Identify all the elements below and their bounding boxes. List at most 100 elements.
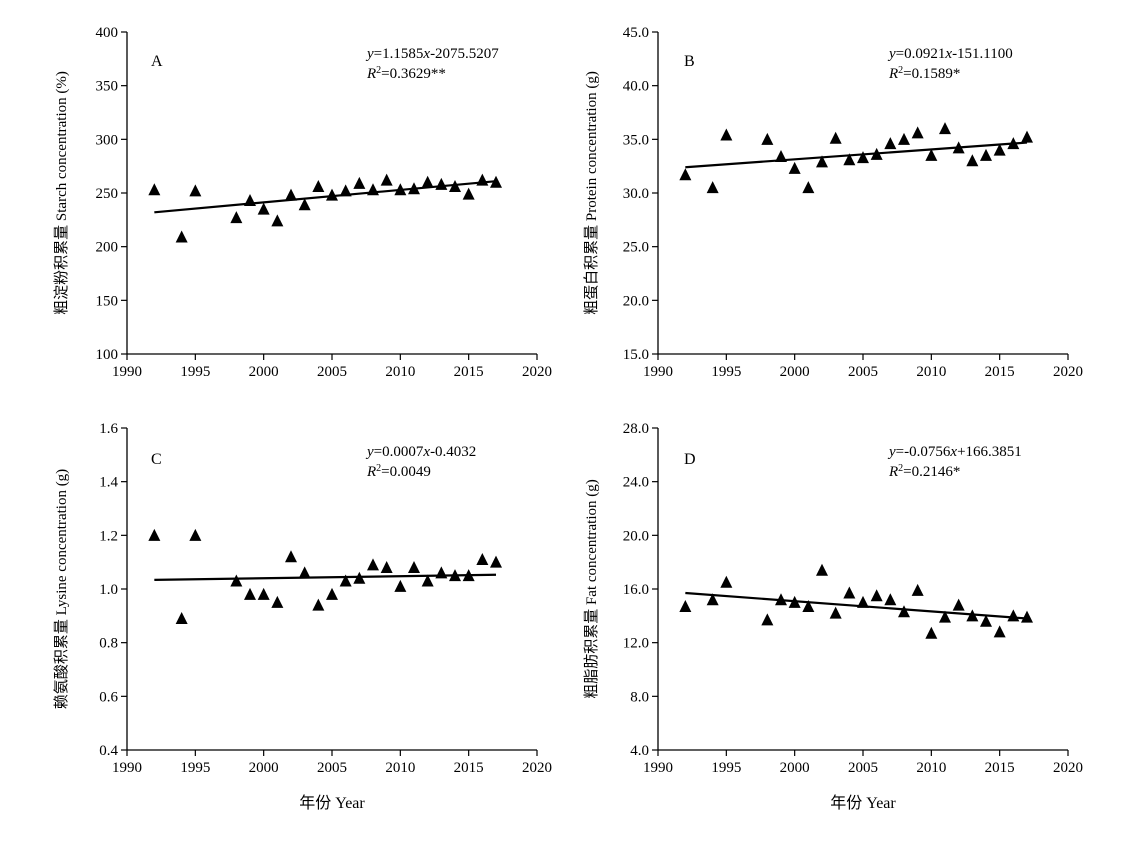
data-point: [326, 587, 338, 600]
y-axis-label: 赖氨酸积累量 Lysine concentration (g): [53, 469, 70, 709]
regression-equation: y=-0.0756x+166.3851: [887, 444, 1022, 460]
x-tick-label: 2020: [1053, 760, 1083, 776]
x-tick-label: 2020: [522, 760, 552, 776]
y-tick-label: 0.8: [99, 636, 118, 652]
y-tick-label: 30.0: [623, 186, 649, 202]
y-tick-label: 350: [96, 79, 119, 95]
r2-symbol: R: [366, 66, 376, 82]
data-point: [326, 188, 338, 201]
x-tick-label: 2005: [317, 760, 347, 776]
x-tick-label: 1995: [180, 760, 210, 776]
x-axis-label: 年份 Year: [299, 794, 365, 812]
panel-a: 100 150 200 250 300 350 400 1990 1995 2000 2005 201…: [53, 25, 552, 380]
x-tick-label: 2020: [1053, 364, 1083, 380]
panel-letter: C: [151, 451, 162, 468]
r2-superscript: 2: [898, 65, 903, 76]
y-tick-label: 1.0: [99, 582, 118, 598]
data-point: [298, 198, 311, 211]
x-tick-label: 2000: [780, 760, 810, 776]
data-point: [898, 132, 910, 145]
data-point: [679, 599, 692, 612]
data-point: [257, 587, 270, 600]
panel-letter: D: [684, 451, 696, 468]
data-point: [408, 561, 420, 574]
data-point: [843, 586, 856, 599]
r2-value: =0.0049: [381, 464, 431, 480]
data-point: [1021, 130, 1033, 143]
eq-y: y: [365, 444, 374, 460]
data-point: [476, 173, 489, 186]
y-tick-label: 8.0: [630, 689, 649, 705]
data-point: [230, 574, 243, 587]
data-point: [435, 177, 448, 190]
data-point: [367, 183, 379, 196]
data-point: [490, 555, 502, 568]
x-tick-label: 1990: [112, 760, 142, 776]
eq-intercept: +166.3851: [957, 444, 1022, 460]
data-point: [911, 583, 924, 596]
data-point: [679, 168, 692, 181]
data-point: [788, 161, 801, 174]
r2-symbol: R: [366, 464, 376, 480]
r2-superscript: 2: [376, 65, 381, 76]
eq-y: y: [887, 444, 896, 460]
y-tick-label: 200: [96, 240, 119, 256]
x-tick-label: 2010: [916, 760, 946, 776]
data-point: [870, 147, 883, 160]
x-tick-label: 2020: [522, 364, 552, 380]
x-tick-label: 1995: [711, 760, 741, 776]
x-tick-label: 2000: [249, 760, 279, 776]
panel-c: 0.4 0.6 0.8 1.0 1.2 1.4 1.6 1990 1995 2000 2005 201…: [53, 421, 552, 812]
data-point: [298, 566, 311, 579]
data-point: [706, 593, 719, 606]
eq-x: x: [944, 46, 952, 62]
x-axis-label: 年份 Year: [830, 794, 896, 812]
y-tick-label: 1.2: [99, 528, 118, 544]
eq-coef: =0.0921: [896, 46, 946, 62]
panel-b: 15.0 20.0 25.0 30.0 35.0 40.0 45.0 1990 1995 2000…: [583, 25, 1083, 380]
eq-x: x: [949, 444, 957, 460]
data-point: [462, 569, 475, 582]
data-point: [829, 606, 842, 619]
regression-equation: y=1.1585x-2075.5207: [365, 46, 499, 62]
r2-value: =0.1589*: [903, 66, 960, 82]
r2-value: =0.3629**: [381, 66, 446, 82]
y-tick-label: 16.0: [623, 582, 649, 598]
data-point: [802, 599, 815, 612]
regression-equation: y=0.0921x-151.1100: [887, 46, 1013, 62]
y-axis-label: 粗脂肪积累量 Fat concentration (g): [583, 479, 600, 699]
panel-d: 4.0 8.0 12.0 16.0 20.0 24.0 28.0 1990 1995 2000 20…: [583, 421, 1083, 812]
data-point: [244, 587, 256, 600]
x-tick-label: 2005: [848, 364, 878, 380]
y-tick-label: 25.0: [623, 240, 649, 256]
data-point: [380, 173, 393, 186]
data-point: [367, 558, 379, 571]
y-tick-label: 35.0: [623, 132, 649, 148]
data-point: [761, 132, 774, 145]
eq-intercept: -2075.5207: [430, 46, 499, 62]
r-squared: R2=0.3629**: [366, 65, 446, 83]
y-tick-label: 20.0: [623, 293, 649, 309]
data-point: [148, 183, 161, 196]
data-point: [339, 184, 352, 197]
panel-letter: A: [151, 53, 163, 70]
x-tick-label: 1990: [643, 760, 673, 776]
eq-intercept: -0.4032: [430, 444, 476, 460]
data-point: [271, 214, 284, 227]
data-point: [421, 574, 434, 587]
data-point: [353, 571, 366, 584]
x-tick-label: 2010: [916, 364, 946, 380]
data-point: [1007, 137, 1020, 150]
data-point: [435, 566, 448, 579]
r2-value: =0.2146*: [903, 464, 960, 480]
data-point: [925, 626, 938, 639]
data-point: [857, 151, 869, 164]
eq-y: y: [365, 46, 374, 62]
data-point: [966, 609, 979, 622]
y-tick-label: 12.0: [623, 636, 649, 652]
data-point: [802, 181, 815, 194]
r2-superscript: 2: [376, 463, 381, 474]
x-tick-label: 2005: [848, 760, 878, 776]
x-tick-label: 2015: [454, 760, 484, 776]
data-point: [720, 128, 733, 141]
